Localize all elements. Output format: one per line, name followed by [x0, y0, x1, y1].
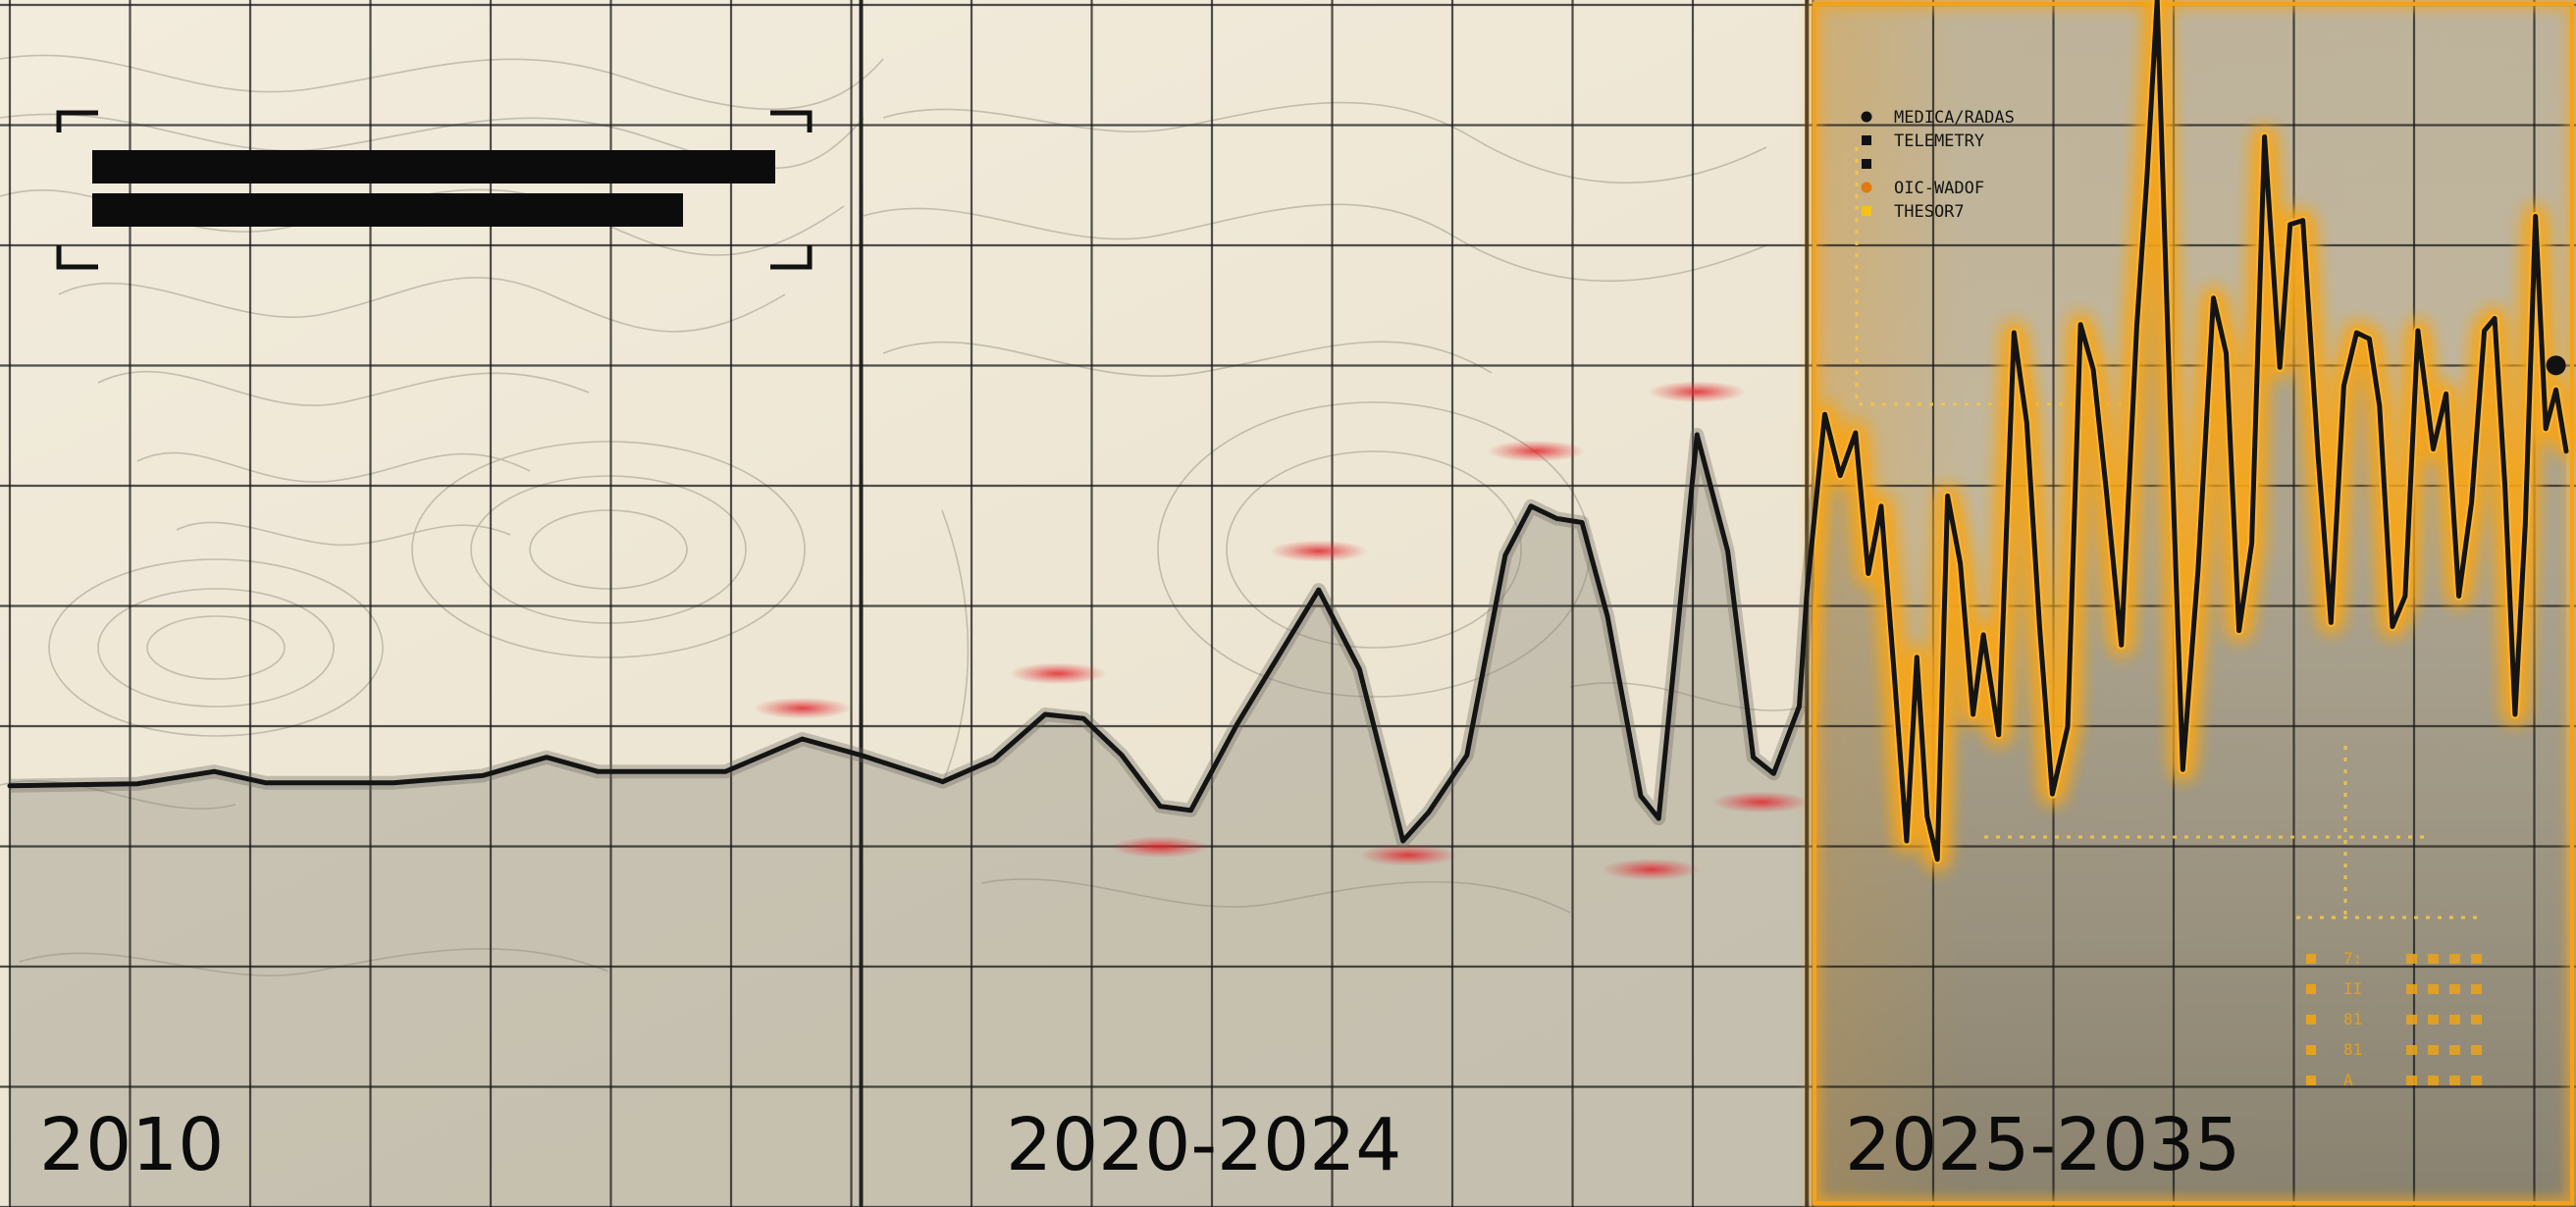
period-label-2020-2024: 2020-2024 — [1006, 1103, 1401, 1187]
table-cell-marker — [2471, 1076, 2482, 1085]
table-cell-marker — [2406, 984, 2417, 994]
redaction-bar-1 — [92, 150, 775, 184]
redaction-bar-2 — [92, 193, 683, 227]
table-row-label: A — [2343, 1071, 2353, 1089]
table-row-label: 7: — [2343, 949, 2362, 968]
table-row-label: 81 — [2343, 1010, 2362, 1028]
table-cell-marker — [2428, 984, 2439, 994]
table-cell-marker — [2428, 1045, 2439, 1055]
peak-highlight-marker — [1487, 441, 1585, 462]
table-cell-marker — [2406, 1076, 2417, 1085]
table-row-bullet — [2306, 984, 2316, 994]
series-end-marker — [2547, 355, 2566, 375]
legend-swatch — [1862, 135, 1871, 145]
period-label-2010: 2010 — [39, 1103, 224, 1187]
peak-highlight-marker — [1711, 791, 1810, 813]
period-label-2025-2035: 2025-2035 — [1845, 1103, 2240, 1187]
table-cell-marker — [2449, 984, 2460, 994]
table-cell-marker — [2428, 1076, 2439, 1085]
legend-label: OIC-WADOF — [1894, 179, 1984, 198]
table-cell-marker — [2406, 1015, 2417, 1024]
table-row-bullet — [2306, 1076, 2316, 1085]
peak-highlight-marker — [1359, 845, 1457, 866]
legend-label: TELEMETRY — [1894, 131, 1984, 151]
legend-swatch — [1862, 159, 1871, 169]
legend-swatch — [1862, 183, 1872, 193]
legend-label: THESOR7 — [1894, 202, 1965, 222]
peak-highlight-marker — [1009, 662, 1107, 684]
legend-swatch — [1862, 206, 1871, 216]
table-cell-marker — [2471, 1015, 2482, 1024]
table-row-label: II — [2343, 979, 2362, 998]
peak-highlight-marker — [1602, 859, 1700, 880]
table-cell-marker — [2471, 1045, 2482, 1055]
table-cell-marker — [2471, 954, 2482, 964]
peak-highlight-marker — [754, 698, 852, 719]
table-cell-marker — [2428, 1015, 2439, 1024]
table-row-bullet — [2306, 1015, 2316, 1024]
peak-highlight-marker — [1270, 541, 1368, 562]
table-row-label: 81 — [2343, 1040, 2362, 1059]
peak-highlight-marker — [1648, 381, 1746, 402]
table-cell-marker — [2406, 1045, 2417, 1055]
table-cell-marker — [2449, 1076, 2460, 1085]
table-row-bullet — [2306, 954, 2316, 964]
legend-label: MEDICA/RADAS — [1894, 108, 2015, 128]
table-cell-marker — [2471, 984, 2482, 994]
table-cell-marker — [2449, 1015, 2460, 1024]
table-cell-marker — [2449, 954, 2460, 964]
table-cell-marker — [2449, 1045, 2460, 1055]
legend-swatch — [1862, 112, 1872, 123]
peak-highlight-marker — [1111, 836, 1209, 858]
table-cell-marker — [2428, 954, 2439, 964]
table-cell-marker — [2406, 954, 2417, 964]
table-row-bullet — [2306, 1045, 2316, 1055]
